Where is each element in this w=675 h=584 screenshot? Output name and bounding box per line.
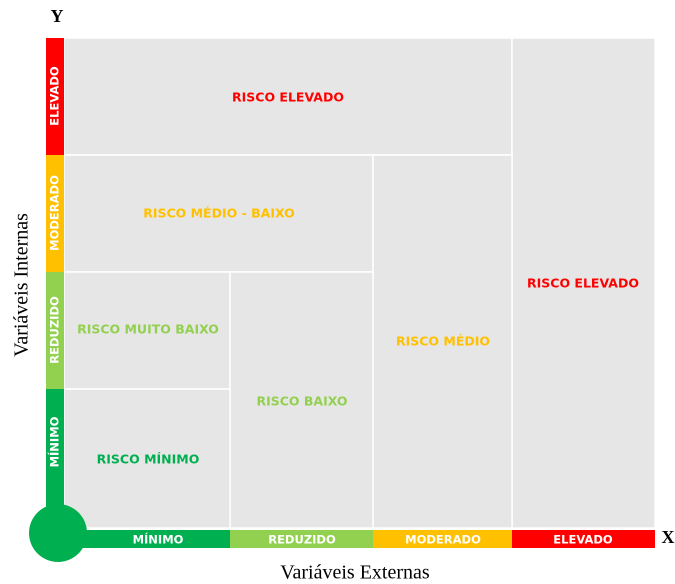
cell [63,271,231,390]
x-level-label: ELEVADO [553,533,613,547]
cell-label: RISCO MÉDIO [396,334,490,349]
y-level-bar [46,38,64,155]
y-title: Variáveis Internas [11,213,33,357]
cell-label: RISCO BAIXO [256,394,347,409]
cell-label: RISCO MÍNIMO [97,452,200,467]
x-level-bar [70,530,230,548]
x-level-label: MODERADO [405,533,481,547]
x-letter: X [662,527,675,547]
y-level-label: REDUZIDO [48,296,62,364]
y-level-bar [46,389,64,529]
y-level-label: ELEVADO [48,66,62,126]
cell-label: RISCO MUITO BAIXO [77,322,219,337]
cell [372,154,513,529]
cell [63,154,374,273]
cell [63,37,513,156]
x-level-bar [373,530,512,548]
cell-label: RISCO MÉDIO - BAIXO [143,206,295,221]
cell-label: RISCO ELEVADO [232,90,344,105]
y-level-bar [46,155,64,272]
x-level-label: MÍNIMO [133,532,184,547]
cell-label: RISCO ELEVADO [527,276,639,291]
x-level-bar [512,530,655,548]
y-letter: Y [51,6,64,26]
origin [29,504,87,562]
cell [229,271,374,529]
x-level-bar [230,530,373,548]
y-level-label: MODERADO [48,175,62,251]
cell [511,37,656,529]
x-title: Variáveis Externas [280,562,430,584]
x-level-label: REDUZIDO [268,533,336,547]
y-level-bar [46,272,64,389]
y-level-label: MÍNIMO [47,416,62,467]
cell [63,388,231,529]
